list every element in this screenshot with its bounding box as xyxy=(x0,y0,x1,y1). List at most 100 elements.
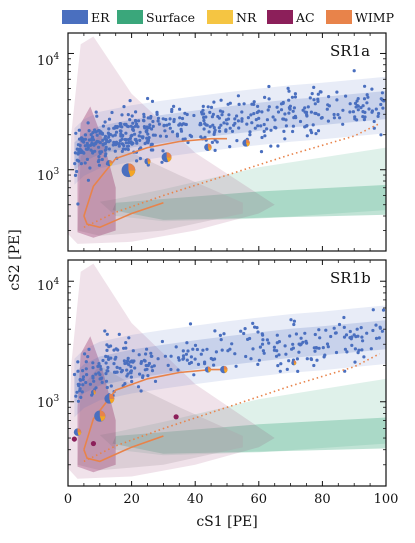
er-event xyxy=(150,369,155,373)
er-event xyxy=(348,329,352,334)
ac-band-mid xyxy=(77,365,243,471)
er-event xyxy=(171,130,175,134)
er-event xyxy=(79,162,83,166)
er-event xyxy=(332,116,336,120)
legend-swatch-surface xyxy=(117,10,143,24)
er-event xyxy=(224,129,228,133)
er-event xyxy=(108,139,112,143)
er-event xyxy=(262,122,266,127)
er-event xyxy=(283,344,287,348)
er-event xyxy=(359,106,363,110)
er-event xyxy=(145,130,149,134)
er-event xyxy=(262,129,266,133)
er-event xyxy=(267,105,271,109)
er-event xyxy=(99,367,103,371)
er-event xyxy=(115,126,119,130)
er-event xyxy=(106,365,110,370)
er-event xyxy=(309,128,313,132)
er-outlier-event xyxy=(352,69,356,73)
er-event xyxy=(248,133,252,137)
er-event xyxy=(317,328,321,332)
er-event xyxy=(124,138,128,142)
er-event xyxy=(273,118,277,122)
er-event xyxy=(313,332,317,337)
er-event xyxy=(168,117,172,121)
er-event xyxy=(79,395,83,399)
er-event xyxy=(218,109,222,113)
er-event xyxy=(273,125,277,129)
er-event xyxy=(95,114,99,118)
er-event xyxy=(114,355,118,359)
er-event xyxy=(164,117,168,122)
er-event xyxy=(267,97,271,101)
er-event xyxy=(166,363,170,367)
x-axis: 0 20 40 60 80 100 xyxy=(64,492,399,507)
er-event xyxy=(193,357,197,361)
er-event xyxy=(198,121,202,125)
er-event xyxy=(294,332,298,336)
er-event xyxy=(272,348,276,352)
er-event xyxy=(131,127,135,131)
er-event xyxy=(253,126,257,130)
er-event xyxy=(123,361,127,366)
wimp-contour-solid xyxy=(83,368,227,450)
er-event xyxy=(97,362,101,366)
er-event xyxy=(77,137,82,141)
er-event xyxy=(150,365,154,369)
legend-label-wimp: WIMP xyxy=(355,10,394,25)
er-event xyxy=(309,357,313,361)
ac-event xyxy=(90,440,97,447)
er-event xyxy=(85,157,89,161)
er-event xyxy=(79,378,83,382)
er-event xyxy=(271,115,275,119)
er-event xyxy=(288,334,292,338)
er-event xyxy=(175,134,180,138)
er-event xyxy=(260,110,264,114)
er-band-2sigma xyxy=(74,305,386,418)
er-event xyxy=(312,346,316,350)
er-event xyxy=(246,337,250,341)
er-event xyxy=(261,333,265,337)
er-event xyxy=(126,147,130,152)
er-event xyxy=(255,326,259,330)
panel-sr1b-plot-area xyxy=(68,263,386,479)
er-event xyxy=(377,336,381,340)
er-event xyxy=(326,119,330,123)
large-event xyxy=(161,152,172,163)
er-event xyxy=(329,334,333,339)
panel-sr1a-plot-area xyxy=(68,36,386,244)
x-tick-label-0: 0 xyxy=(64,492,72,507)
er-event xyxy=(78,150,82,155)
er-event xyxy=(89,133,93,137)
er-event xyxy=(85,373,89,377)
er-event xyxy=(133,132,137,136)
er-event xyxy=(201,108,205,112)
ac-event xyxy=(173,414,179,420)
er-event xyxy=(163,129,167,133)
er-event xyxy=(228,347,232,351)
er-event xyxy=(179,127,183,131)
er-event xyxy=(169,367,173,372)
er-event xyxy=(222,121,226,125)
er-event xyxy=(147,136,151,140)
er-event xyxy=(291,124,295,128)
large-event xyxy=(106,160,113,167)
er-event xyxy=(87,129,91,133)
er-event xyxy=(220,113,224,117)
er-event xyxy=(267,84,271,89)
er-event xyxy=(381,106,385,110)
er-event xyxy=(135,122,139,126)
er-event xyxy=(150,99,155,103)
er-event xyxy=(126,138,130,142)
er-event xyxy=(129,364,133,369)
er-event xyxy=(178,116,182,120)
wimp-contour-solid xyxy=(83,137,227,217)
er-event xyxy=(148,123,152,127)
er-event xyxy=(343,347,347,351)
er-event xyxy=(299,336,303,340)
er-event xyxy=(212,363,216,367)
er-event xyxy=(141,118,146,122)
panel-label-sr1b: SR1b xyxy=(330,269,371,287)
er-event xyxy=(116,142,120,146)
er-event xyxy=(97,155,101,159)
